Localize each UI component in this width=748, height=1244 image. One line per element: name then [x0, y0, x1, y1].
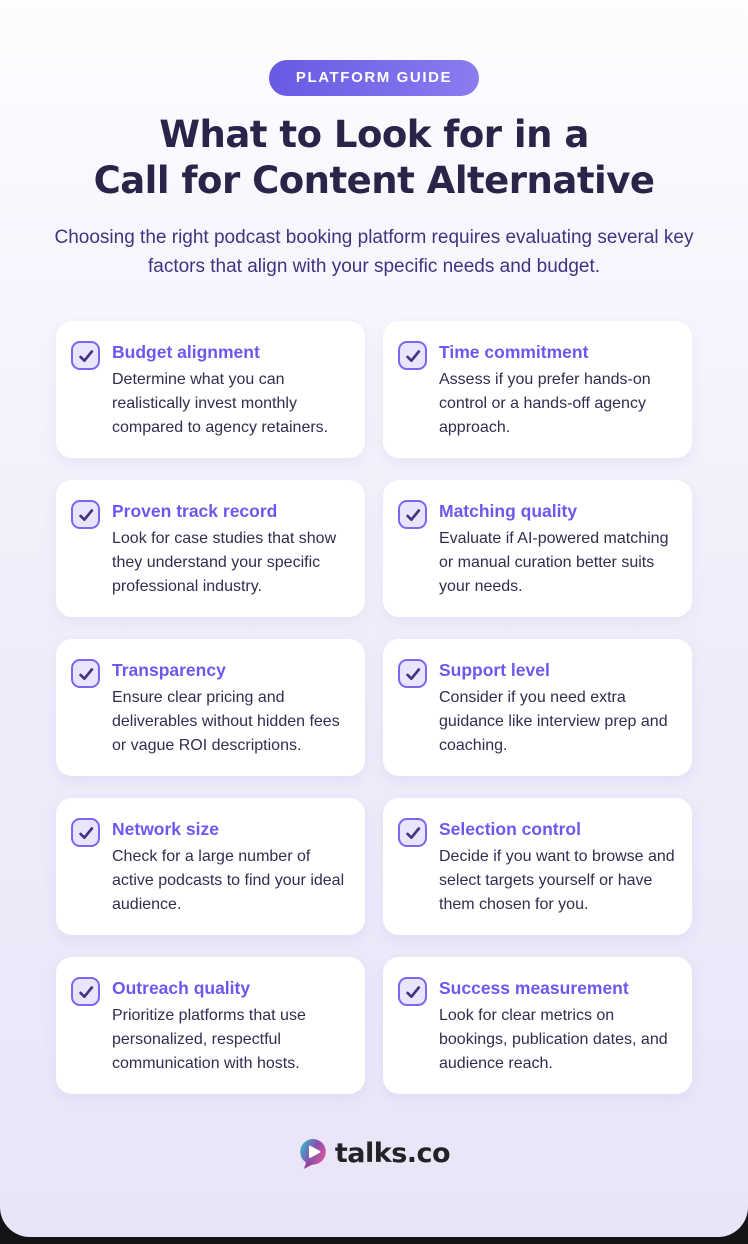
card-selection-control: Selection control Decide if you want to … [383, 798, 692, 936]
checkmark-icon [398, 500, 427, 530]
card-title: Support level [439, 660, 550, 681]
card-title: Matching quality [439, 501, 578, 522]
card-description: Look for case studies that show they und… [112, 530, 337, 596]
card-text: Outreach quality Prioritize platforms th… [112, 976, 355, 1076]
criteria-card-grid: Budget alignment Determine what you can … [0, 321, 748, 1095]
checkmark-icon [71, 818, 100, 848]
checkmark-icon [398, 977, 427, 1007]
checkmark-icon [71, 500, 100, 530]
platform-guide-badge: PLATFORM GUIDE [268, 60, 480, 96]
checkmark-icon [398, 341, 427, 371]
card-text: Budget alignment Determine what you can … [112, 340, 355, 440]
card-description: Check for a large number of active podca… [112, 848, 345, 914]
card-time-commitment: Time commitment Assess if you prefer han… [383, 321, 692, 459]
card-description: Determine what you can realistically inv… [112, 371, 329, 437]
card-title: Transparency [112, 660, 226, 681]
card-description: Prioritize platforms that use personaliz… [112, 1007, 306, 1073]
card-description: Consider if you need extra guidance like… [439, 689, 668, 755]
card-title: Selection control [439, 819, 581, 840]
card-title: Budget alignment [112, 342, 260, 363]
card-description: Ensure clear pricing and deliverables wi… [112, 689, 340, 755]
card-text: Transparency Ensure clear pricing and de… [112, 658, 355, 758]
card-description: Look for clear metrics on bookings, publ… [439, 1007, 668, 1073]
card-title: Network size [112, 819, 219, 840]
card-text: Selection control Decide if you want to … [439, 817, 682, 917]
card-matching-quality: Matching quality Evaluate if AI-powered … [383, 480, 692, 618]
checkmark-icon [398, 818, 427, 848]
page-subtitle: Choosing the right podcast booking platf… [54, 226, 694, 277]
checkmark-icon [71, 341, 100, 371]
card-transparency: Transparency Ensure clear pricing and de… [56, 639, 365, 777]
card-title: Proven track record [112, 501, 278, 522]
page-title: What to Look for in a Call for Content A… [0, 112, 748, 205]
card-support-level: Support level Consider if you need extra… [383, 639, 692, 777]
card-text: Proven track record Look for case studie… [112, 499, 355, 599]
card-proven-track-record: Proven track record Look for case studie… [56, 480, 365, 618]
talks-co-logo-icon [298, 1138, 328, 1170]
card-network-size: Network size Check for a large number of… [56, 798, 365, 936]
card-success-measurement: Success measurement Look for clear metri… [383, 957, 692, 1095]
checkmark-icon [71, 659, 100, 689]
checkmark-icon [398, 659, 427, 689]
card-text: Success measurement Look for clear metri… [439, 976, 682, 1076]
card-description: Evaluate if AI-powered matching or manua… [439, 530, 669, 596]
checkmark-icon [71, 977, 100, 1007]
card-text: Network size Check for a large number of… [112, 817, 355, 917]
card-description: Decide if you want to browse and select … [439, 848, 675, 914]
page-title-line2: Call for Content Alternative [93, 159, 655, 203]
page-title-line1: What to Look for in a [159, 113, 589, 156]
card-text: Matching quality Evaluate if AI-powered … [439, 499, 682, 599]
card-title: Success measurement [439, 978, 629, 999]
card-text: Time commitment Assess if you prefer han… [439, 340, 682, 440]
card-title: Time commitment [439, 342, 589, 363]
logo-text: talks.co [334, 1137, 451, 1169]
card-outreach-quality: Outreach quality Prioritize platforms th… [56, 957, 365, 1095]
footer-logo: talks.co [0, 1136, 748, 1170]
card-budget-alignment: Budget alignment Determine what you can … [56, 321, 365, 459]
card-description: Assess if you prefer hands-on control or… [439, 371, 651, 437]
card-title: Outreach quality [112, 978, 251, 999]
card-text: Support level Consider if you need extra… [439, 658, 682, 758]
